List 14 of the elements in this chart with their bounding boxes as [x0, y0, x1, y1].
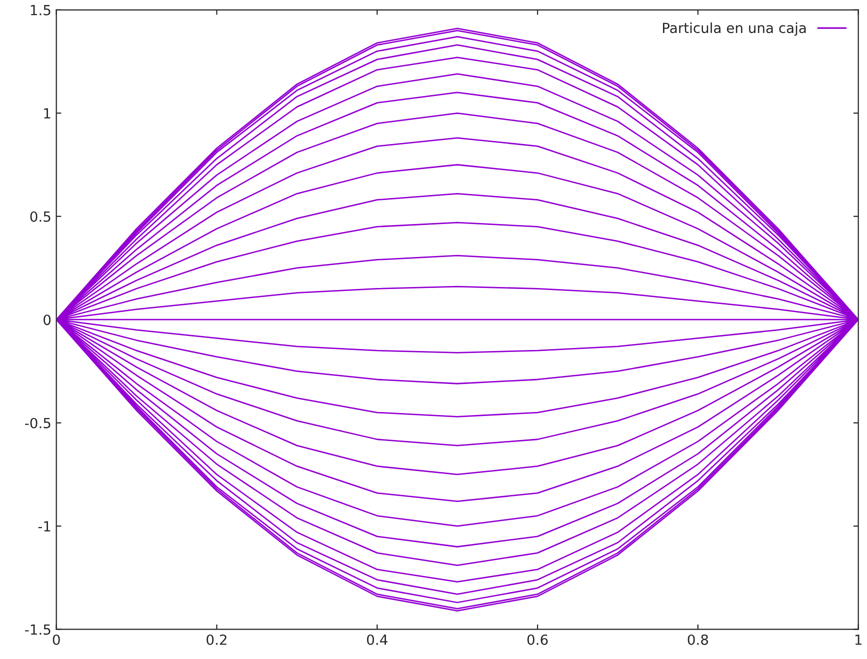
legend-label: Particula en una caja [663, 22, 806, 36]
y-tick-label: 1 [44, 108, 50, 118]
x-tick-label: 0.6 [527, 634, 548, 645]
x-tick-label: 0.4 [367, 634, 388, 645]
x-tick-label: 1 [855, 634, 862, 645]
x-tick-label: 0.8 [688, 634, 708, 645]
x-tick-label: 0.2 [206, 634, 226, 645]
y-tick-label: -1 [38, 521, 50, 532]
y-tick-label: 0.5 [30, 211, 50, 222]
y-tick-label: 0 [44, 314, 51, 326]
x-tick-label: 0 [52, 634, 60, 645]
y-tick-label: -0.5 [25, 418, 50, 428]
y-tick-label: 1.5 [30, 5, 50, 16]
y-tick-label: -1.5 [25, 624, 50, 635]
